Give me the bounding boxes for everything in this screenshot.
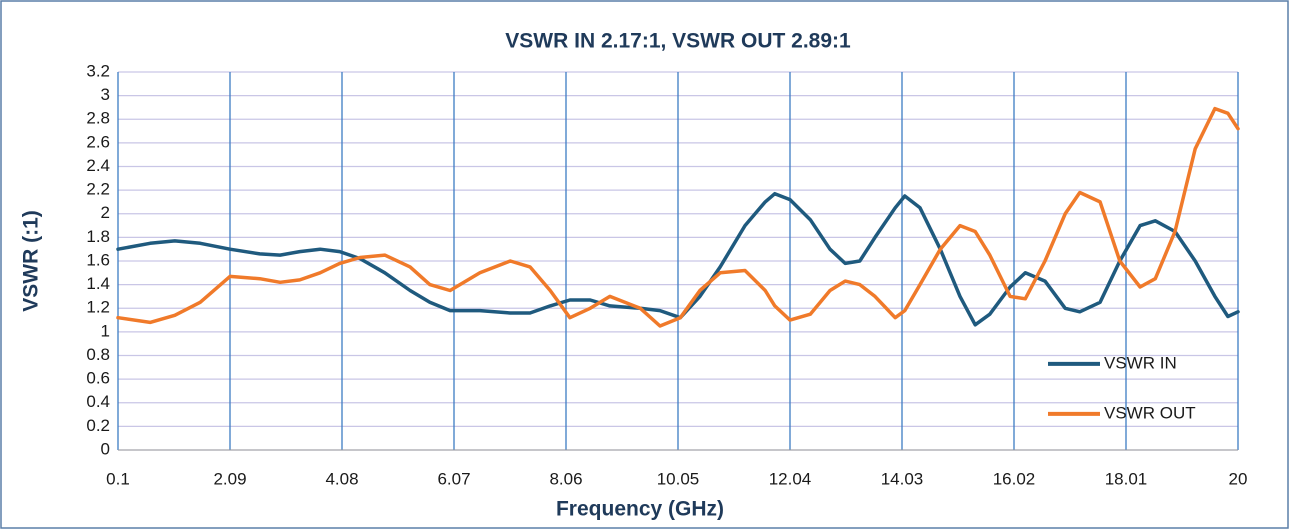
- x-tick-label: 0.1: [106, 469, 130, 488]
- x-tick-label: 10.05: [657, 469, 700, 488]
- x-tick-label: 16.02: [993, 469, 1036, 488]
- y-tick-label: 0.6: [86, 369, 110, 388]
- series-line: [116, 191, 1240, 327]
- series-line: [116, 106, 1240, 328]
- y-tick-label: 2.4: [86, 156, 110, 175]
- y-tick-label: 1.4: [86, 274, 110, 293]
- legend-label: VSWR IN: [1104, 353, 1177, 372]
- y-tick-label: 2.2: [86, 180, 110, 199]
- x-tick-label: 8.06: [549, 469, 582, 488]
- y-tick-label: 2.8: [86, 109, 110, 128]
- x-tick-label: 18.01: [1105, 469, 1148, 488]
- x-tick-label: 2.09: [213, 469, 246, 488]
- chart-title: VSWR IN 2.17:1, VSWR OUT 2.89:1: [505, 30, 851, 53]
- x-tick-label: 20: [1229, 469, 1248, 488]
- x-tick-label: 12.04: [769, 469, 812, 488]
- y-tick-label: 0.2: [86, 416, 110, 435]
- x-tick-label: 14.03: [881, 469, 924, 488]
- y-tick-label: 0.8: [86, 345, 110, 364]
- y-tick-label: 2.6: [86, 132, 110, 151]
- x-tick-label: 6.07: [437, 469, 470, 488]
- y-tick-label: 1: [101, 321, 110, 340]
- y-tick-label: 1.2: [86, 298, 110, 317]
- y-tick-label: 3.2: [86, 61, 110, 80]
- legend-label: VSWR OUT: [1104, 403, 1196, 422]
- y-axis-title: VSWR (:1): [20, 210, 43, 312]
- x-tick-label: 4.08: [325, 469, 358, 488]
- y-tick-label: 0.4: [86, 392, 110, 411]
- y-tick-label: 1.6: [86, 250, 110, 269]
- y-tick-label: 0: [101, 439, 110, 458]
- y-tick-label: 3: [101, 85, 110, 104]
- y-tick-label: 1.8: [86, 227, 110, 246]
- y-tick-label: 2: [101, 203, 110, 222]
- x-axis-title: Frequency (GHz): [556, 498, 724, 521]
